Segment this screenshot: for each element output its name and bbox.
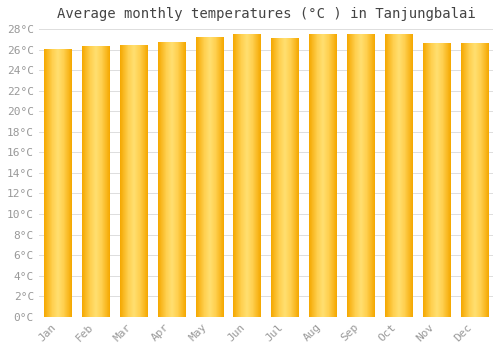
Bar: [460, 43, 488, 317]
Bar: [468, 43, 481, 317]
Bar: [202, 37, 216, 317]
Bar: [164, 42, 178, 317]
Bar: [271, 38, 298, 317]
Bar: [385, 34, 412, 317]
Bar: [44, 50, 72, 317]
Bar: [89, 47, 102, 317]
Title: Average monthly temperatures (°C ) in Tanjungbalai: Average monthly temperatures (°C ) in Ta…: [56, 7, 476, 21]
Bar: [240, 34, 254, 317]
Bar: [278, 38, 291, 317]
Bar: [51, 50, 64, 317]
Bar: [309, 34, 336, 317]
Bar: [126, 46, 140, 317]
Bar: [82, 47, 109, 317]
Bar: [316, 34, 330, 317]
Bar: [120, 46, 147, 317]
Bar: [158, 42, 185, 317]
Bar: [354, 34, 368, 317]
Bar: [422, 43, 450, 317]
Bar: [392, 34, 405, 317]
Bar: [430, 43, 443, 317]
Bar: [196, 37, 223, 317]
Bar: [347, 34, 374, 317]
Bar: [234, 34, 260, 317]
